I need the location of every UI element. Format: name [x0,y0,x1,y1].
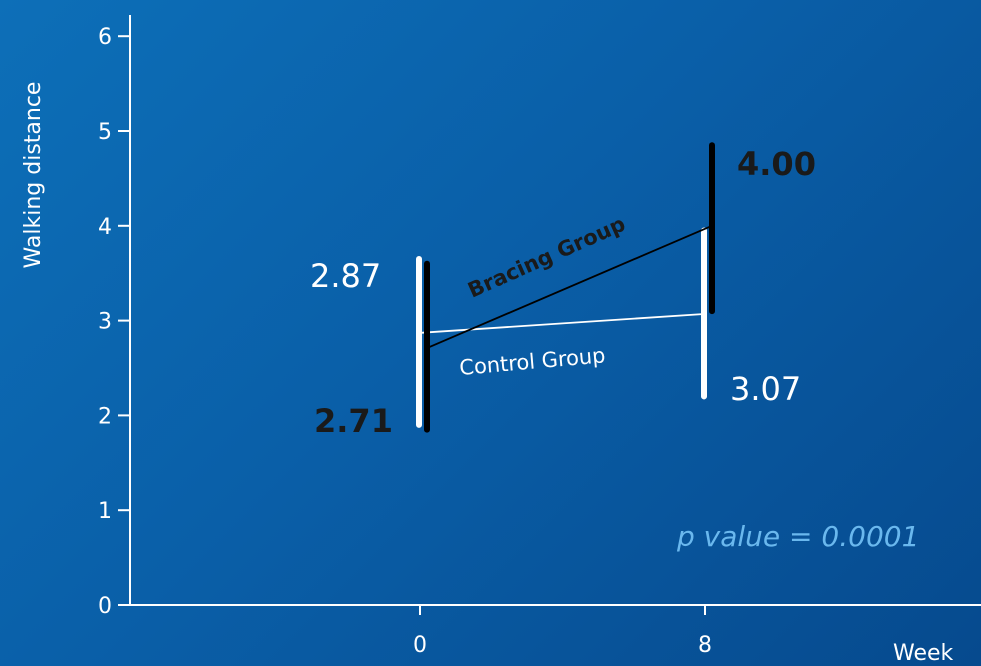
x-tick-label: 0 [413,633,427,658]
y-tick-label: 2 [98,404,112,429]
y-tick-label: 0 [98,594,112,619]
x-tick-label: 8 [698,633,712,658]
control-week8-value-label: 3.07 [730,370,801,408]
bracing-group-label: Bracing Group [464,212,629,303]
x-axis-title: Week [893,641,954,666]
bracing-week8-value-label: 4.00 [737,145,816,183]
y-axis-title: Walking distance [21,82,46,269]
series-line [426,224,713,349]
series-control-group [416,227,707,428]
y-tick-label: 6 [98,25,112,50]
bracing-week0-value-label: 2.71 [314,402,393,440]
control-week0-value-label: 2.87 [310,257,381,295]
series-layer [416,142,715,433]
p-value-annotation: p value = 0.0001 [676,520,919,553]
control-group-label: Control Group [458,343,606,380]
series-line [418,313,705,334]
y-tick-label: 4 [98,215,112,240]
y-tick-label: 3 [98,310,112,335]
y-ticks: 0 1 2 3 4 5 6 [98,25,130,619]
y-tick-label: 5 [98,120,112,145]
series-bracing-group [424,142,715,433]
y-tick-label: 1 [98,499,112,524]
